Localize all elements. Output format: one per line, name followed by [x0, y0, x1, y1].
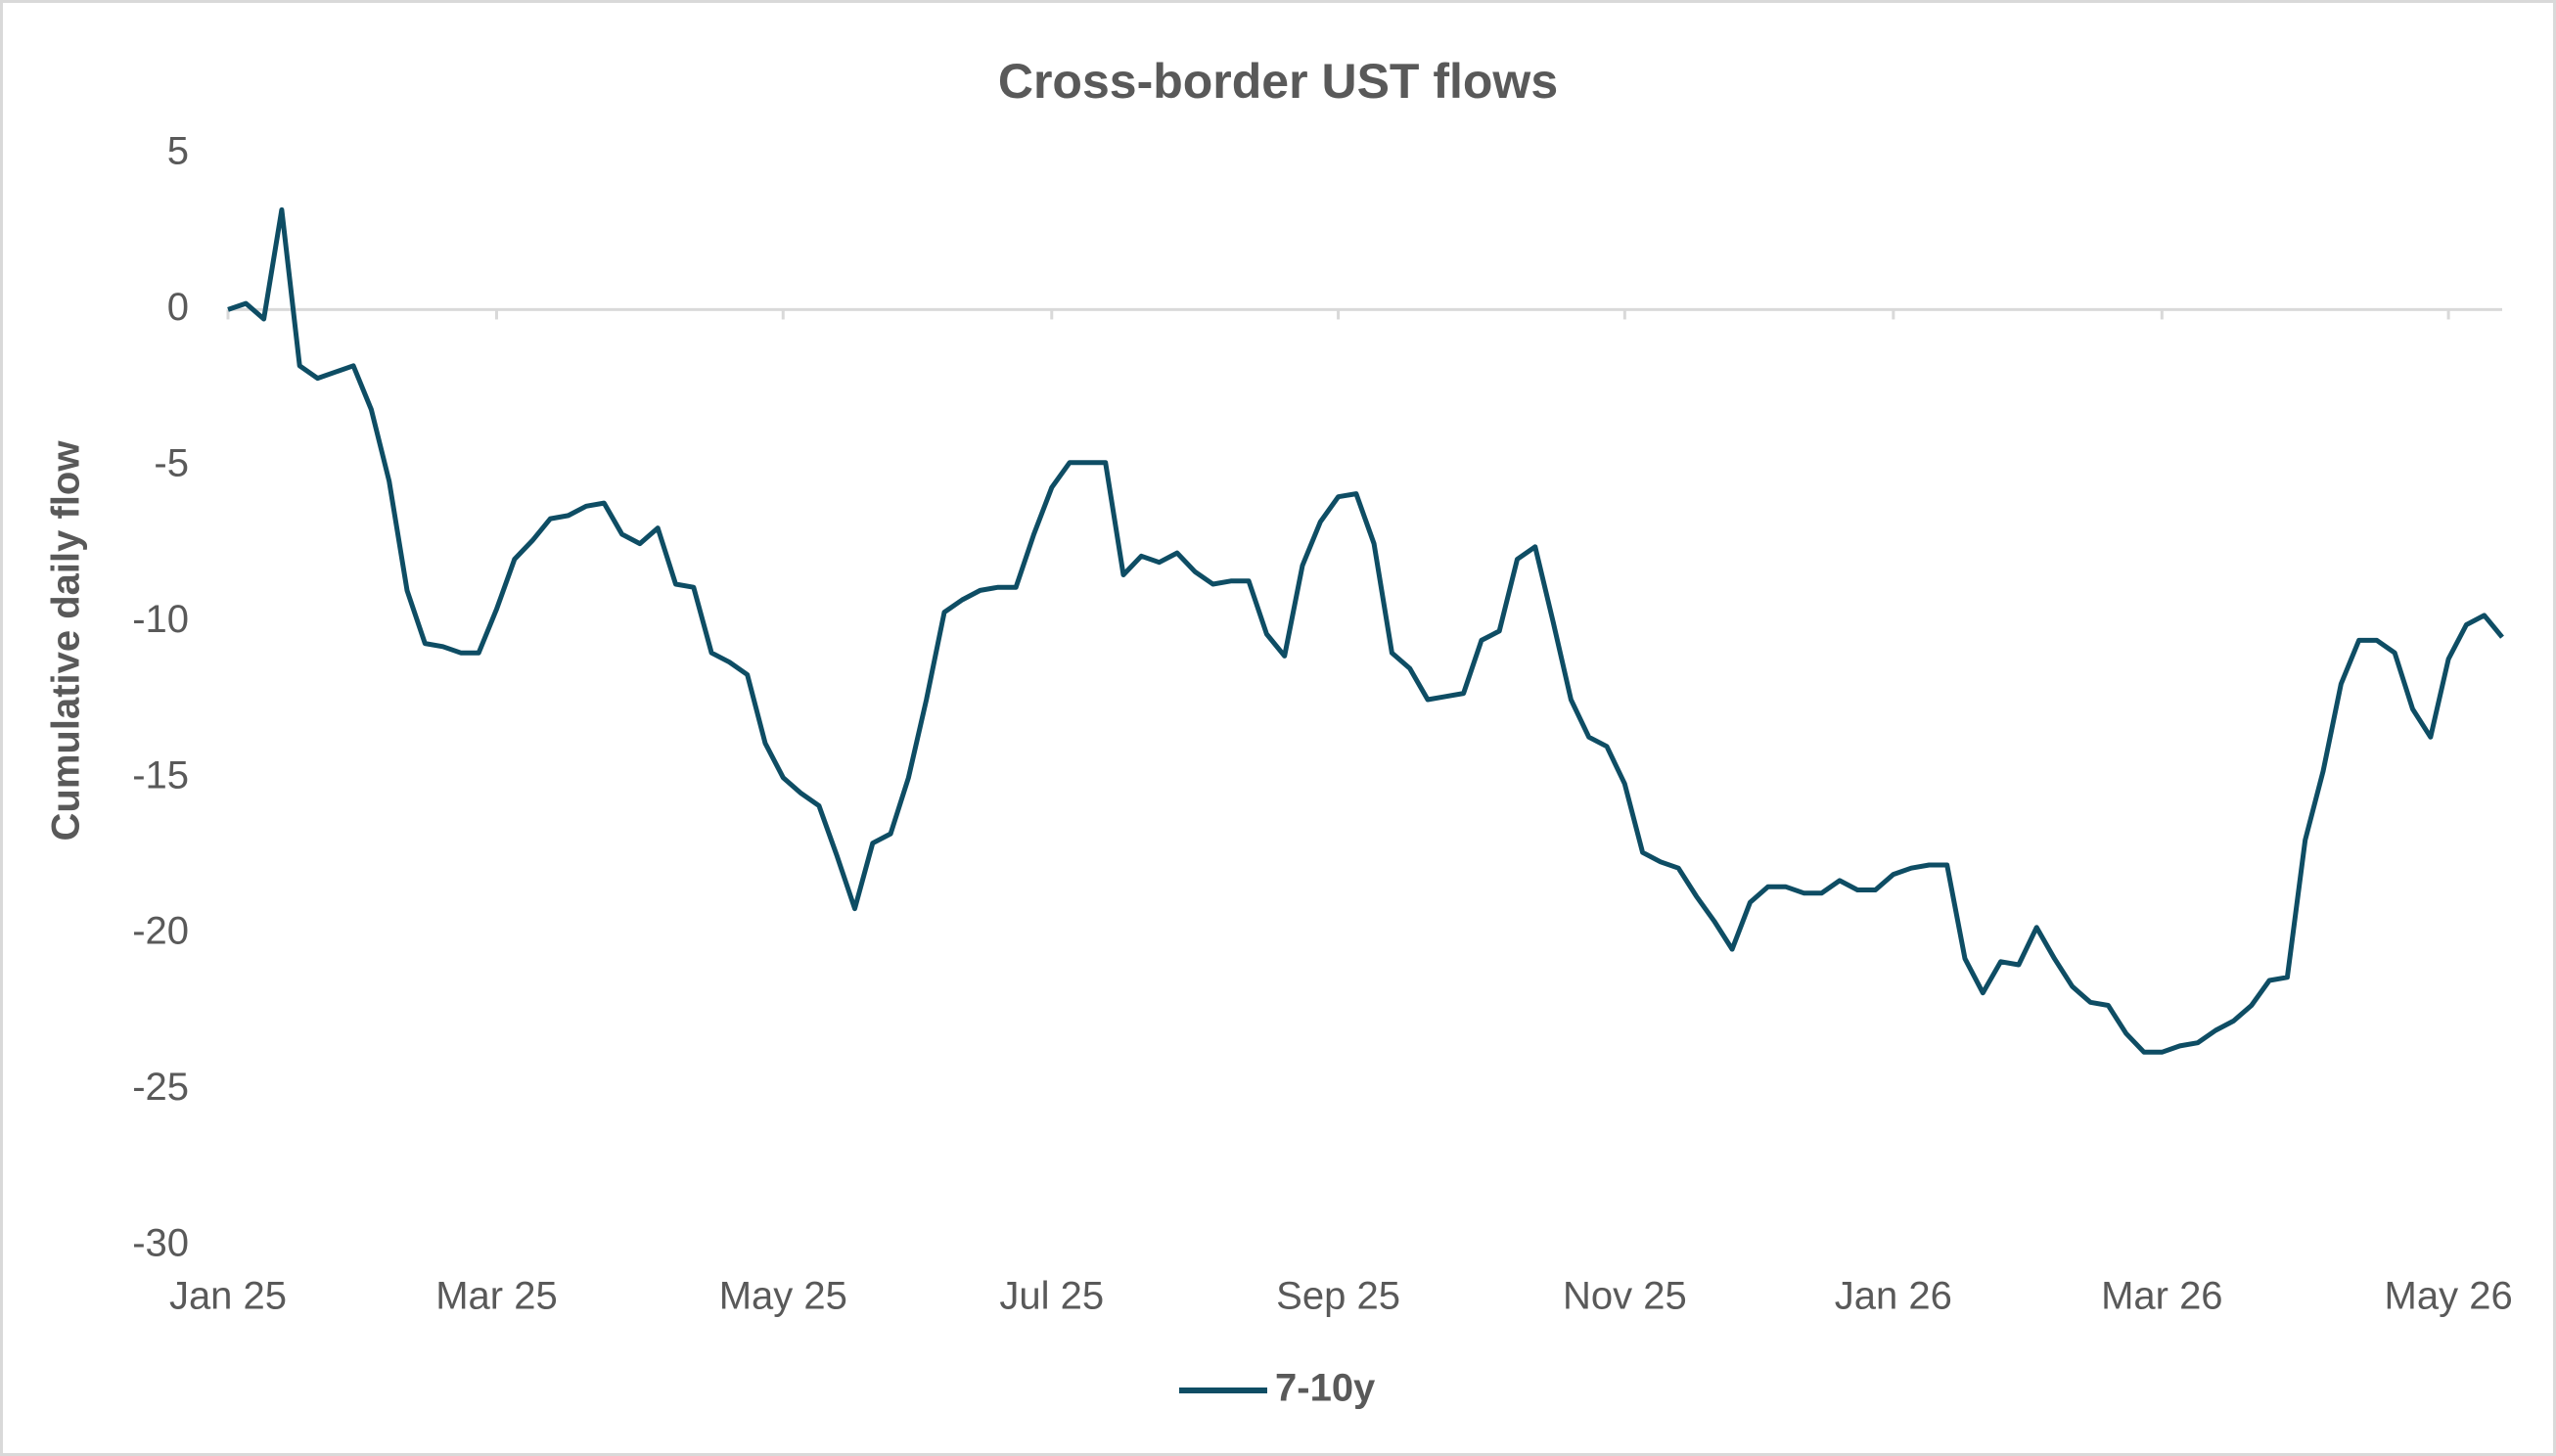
y-tick-label: -15 [132, 753, 189, 796]
x-tick-label: May 25 [719, 1275, 847, 1318]
y-tick-label: 5 [167, 130, 189, 173]
x-tick-label: Nov 25 [1563, 1275, 1687, 1318]
y-tick-label: -20 [132, 910, 189, 953]
x-tick-label: Mar 26 [2101, 1275, 2223, 1318]
y-tick-label: -30 [132, 1222, 189, 1265]
x-tick-label: May 26 [2385, 1275, 2513, 1318]
y-tick-label: 0 [167, 286, 189, 329]
y-tick-label: -10 [132, 598, 189, 641]
x-tick-label: Sep 25 [1276, 1275, 1400, 1318]
y-tick-label: -25 [132, 1066, 189, 1109]
x-tick-label: Mar 25 [435, 1275, 558, 1318]
chart-title: Cross-border UST flows [998, 54, 1558, 109]
data-line [227, 206, 2504, 1055]
x-tick-label: Jul 25 [999, 1275, 1104, 1318]
x-tick-label: Jan 25 [169, 1275, 287, 1318]
y-tick-label: -5 [154, 441, 189, 484]
legend-label: 7-10y [1275, 1367, 1376, 1410]
x-tick-label: Jan 26 [1835, 1275, 1952, 1318]
y-axis-title: Cumulative daily flow [45, 440, 88, 842]
